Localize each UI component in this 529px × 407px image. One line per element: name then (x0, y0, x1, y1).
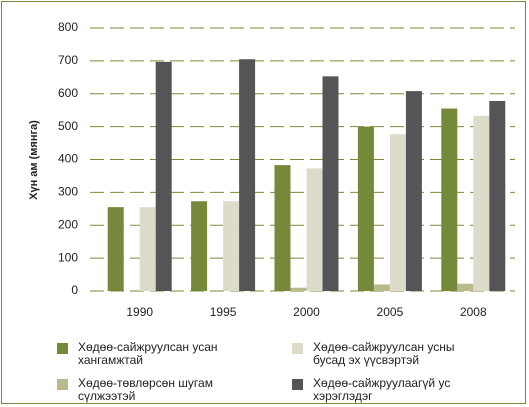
legend-swatch (57, 379, 68, 390)
x-tick-label: 2005 (377, 305, 404, 319)
y-tick-label: 600 (58, 86, 78, 100)
bar (191, 201, 208, 291)
bar (139, 207, 156, 291)
y-tick-label: 700 (58, 53, 78, 67)
bar (457, 283, 474, 291)
legend-label: Хөдөө-төвлөрсөн шугам сүлжээтэй (78, 376, 213, 403)
y-tick-label: 800 (58, 20, 78, 34)
bar (373, 284, 390, 291)
legend-label: Хөдөө-сайжруулсан усан хангамжтай (78, 340, 218, 367)
legend-label: Хөдөө-сайжруулаагүй ус хэрэглэдэг (313, 376, 451, 403)
legend-swatch (292, 379, 303, 390)
y-tick-label: 100 (58, 250, 78, 264)
bar (357, 126, 374, 291)
bar (274, 165, 291, 291)
y-tick-label: 300 (58, 185, 78, 199)
bar (389, 134, 406, 291)
x-tick-label: 1995 (210, 305, 237, 319)
y-tick-label: 400 (58, 152, 78, 166)
y-axis-label: Хүн ам (мянга) (28, 120, 40, 200)
bar (489, 100, 506, 291)
bar (306, 168, 323, 291)
legend-item: Хөдөө-сайжруулсан усан хангамжтай (57, 341, 248, 367)
bar (223, 201, 240, 291)
x-tick-label: 2000 (293, 305, 320, 319)
y-tick-label: 0 (71, 283, 78, 297)
bar (322, 76, 339, 291)
x-tick-label: 2008 (460, 305, 487, 319)
y-tick-label: 200 (58, 217, 78, 231)
bar (290, 287, 307, 291)
bar (155, 61, 172, 291)
bar (405, 91, 422, 292)
legend-swatch (57, 343, 68, 354)
bar (239, 59, 256, 292)
x-tick-label: 1990 (126, 305, 153, 319)
bar (441, 108, 458, 291)
bar (473, 115, 490, 292)
legend-label: Хөдөө-сайжруулсан усны бусад эх үүсвэртэ… (313, 340, 455, 367)
legend-item: Хөдөө-сайжруулсан усны бусад эх үүсвэртэ… (292, 341, 483, 367)
legend-swatch (292, 343, 303, 354)
bar (107, 207, 124, 291)
legend-item: Хөдөө-сайжруулаагүй ус хэрэглэдэг (292, 377, 483, 403)
y-tick-label: 500 (58, 119, 78, 133)
legend-item: Хөдөө-төвлөрсөн шугам сүлжээтэй (57, 377, 248, 403)
